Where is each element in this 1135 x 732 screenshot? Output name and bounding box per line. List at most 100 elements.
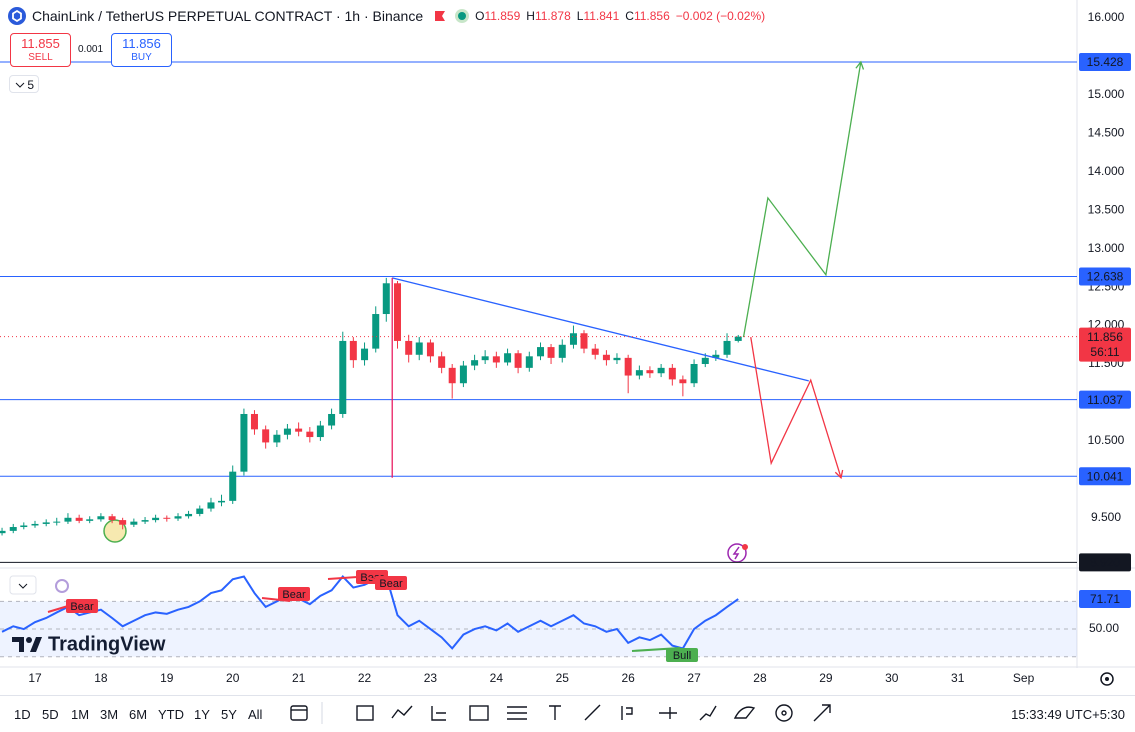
candle-body [690,364,698,384]
y-tick-label: 13.000 [1088,241,1125,255]
annotation: Bull [673,650,691,662]
y-tick-label: 14.500 [1088,126,1125,140]
candle-body [240,413,248,472]
candle-body [492,356,500,363]
range-button[interactable]: 5Y [221,707,237,722]
buy-price: 11.856 [122,36,161,51]
range-button[interactable]: 1M [71,707,90,722]
ohlc-change: −0.002 (−0.02%) [675,9,766,23]
candle-body [405,340,413,355]
candle-body [163,517,171,519]
candle-body [339,340,347,414]
drawing [742,61,862,338]
candle-body [20,525,28,528]
x-tick-label: 20 [226,671,240,685]
level-label-box [1079,467,1131,486]
candle-body [97,516,105,520]
candle-body [712,354,720,358]
candle-body [646,370,654,374]
level-label: 10.041 [1087,469,1124,483]
candle-body [273,434,281,443]
range-button[interactable]: 1D [14,707,31,722]
candle-body [283,428,291,435]
range-button[interactable]: 6M [129,707,148,722]
ohlc-item: C11.856 [625,9,669,23]
y-tick-label: 14.000 [1088,164,1125,178]
candle-body [185,513,193,517]
candle-body [471,360,479,366]
y-tick-label: 9.500 [1091,510,1121,524]
candle-body [361,348,369,361]
pane-controls[interactable] [9,575,37,595]
range-button[interactable]: 1Y [194,707,210,722]
candle-body [438,356,446,368]
x-tick-label: 21 [292,671,306,685]
arrowhead [855,60,865,70]
candle-body [426,342,434,357]
x-tick-label: 27 [687,671,701,685]
x-tick-label: Sep [1013,671,1035,685]
candle-body [130,521,138,525]
y-tick-label: 16.000 [1088,10,1125,24]
buy-label: BUY [131,52,152,63]
level-label-box [1079,390,1131,409]
clock: 15:33:49 UTC+5:30 [1011,707,1125,722]
ohlc-label: L [576,9,584,23]
candle-body [86,519,94,521]
range-button[interactable]: All [248,707,263,722]
candle-body [316,425,324,438]
candle-body [108,516,116,521]
range-button[interactable]: YTD [158,707,184,722]
annotation: Bear [70,601,94,613]
buy-button[interactable]: 11.856 BUY [111,33,172,67]
range-button[interactable]: 5D [42,707,59,722]
candle-body [64,517,72,522]
level-label-box [1079,52,1131,71]
candle-body [174,516,182,519]
candle-body [31,523,39,526]
y-tick-label: 15.000 [1088,87,1125,101]
y-tick-label: 10.500 [1088,433,1125,447]
candle-body [547,347,555,358]
candle-body [569,333,577,345]
candle-body [602,354,610,361]
range-button[interactable]: 3M [100,707,119,722]
spread: 0.001 [78,44,104,55]
ohlc-item: H11.878 [526,9,570,23]
x-tick-label: 22 [358,671,372,685]
x-tick-label: 18 [94,671,108,685]
divergence-line [47,605,69,613]
symbol-logo [8,7,26,25]
x-tick-label: 29 [819,671,833,685]
candle-body [668,367,676,380]
toolbar: 1D 5D 1M 3M 6M YTD 1Y 5Y All 15:33:49 UTC+5:30 [0,695,1135,732]
candle-body [459,365,467,384]
indicator-icon[interactable] [55,579,69,593]
arrowhead [834,469,844,480]
candle-body [613,357,621,361]
candle-body [580,333,588,349]
last-value-box [1079,590,1131,609]
ohlc-value: 11.878 [534,9,571,23]
candle-body [591,348,599,355]
level-label: 11.037 [1087,393,1123,407]
y-tick-label: 13.500 [1088,202,1125,216]
candle-body [229,471,237,501]
sell-button[interactable]: 11.855 SELL [10,33,71,67]
candle-body [657,367,665,374]
annotation: Bear [379,578,403,590]
settings-icon[interactable] [1100,672,1114,686]
indicator-toggle[interactable]: 5 [9,75,39,93]
candle-body [53,521,61,523]
candle-body [624,357,632,376]
ohlc-value: 11.859 [484,9,521,23]
x-tick-label: 30 [885,671,899,685]
sell-label: SELL [28,52,53,63]
candle-body [382,283,390,315]
level-label-box [1079,553,1131,572]
x-tick-label: 19 [160,671,174,685]
candle-body [372,314,380,349]
candle-body [75,517,83,521]
level-label: 12.638 [1087,270,1124,284]
annotation-box [278,587,310,601]
